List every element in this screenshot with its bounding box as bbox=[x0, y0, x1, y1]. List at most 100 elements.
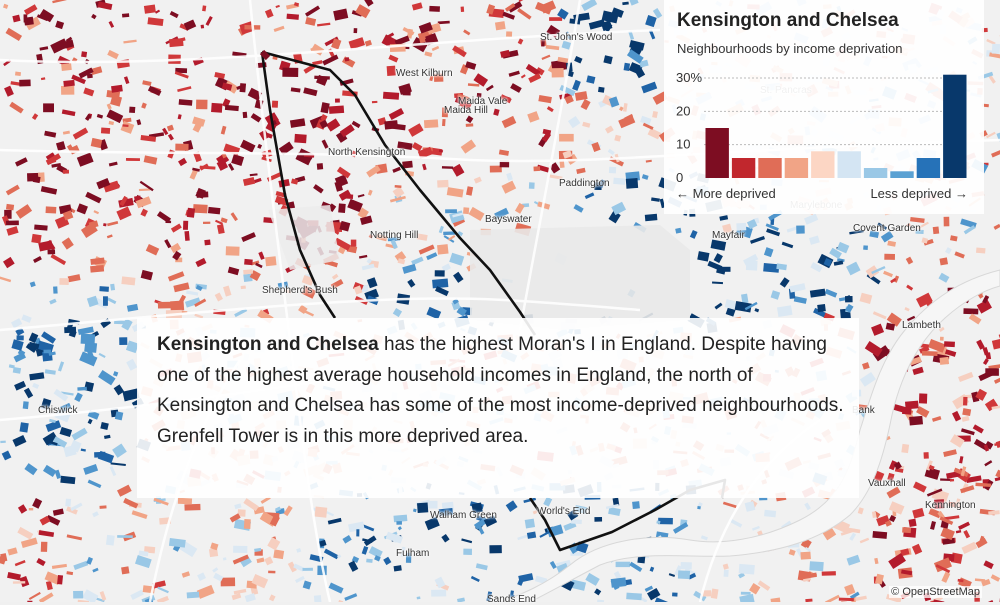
building-block bbox=[243, 112, 248, 118]
building-block bbox=[431, 590, 446, 597]
building-block bbox=[211, 103, 222, 113]
building-block bbox=[944, 341, 955, 347]
description-bold: Kensington and Chelsea bbox=[157, 334, 379, 355]
building-block bbox=[962, 408, 971, 416]
building-block bbox=[429, 6, 440, 12]
building-block bbox=[315, 507, 328, 518]
building-block bbox=[739, 564, 755, 575]
building-block bbox=[933, 227, 939, 235]
building-block bbox=[845, 296, 853, 302]
building-block bbox=[122, 13, 129, 17]
building-block bbox=[226, 246, 240, 255]
building-block bbox=[395, 185, 402, 188]
y-tick-label: 10 bbox=[676, 137, 690, 152]
building-block bbox=[244, 259, 253, 265]
building-block bbox=[950, 479, 954, 482]
building-block bbox=[20, 422, 29, 432]
building-block bbox=[126, 158, 140, 161]
building-block bbox=[103, 296, 108, 306]
building-block bbox=[17, 335, 24, 340]
building-block bbox=[387, 66, 396, 76]
building-block bbox=[329, 105, 344, 113]
y-tick-label: 30% bbox=[676, 70, 702, 85]
building-block bbox=[6, 220, 19, 225]
building-block bbox=[302, 568, 312, 571]
building-block bbox=[445, 209, 457, 213]
building-block bbox=[559, 134, 574, 142]
building-block bbox=[609, 167, 616, 174]
building-block bbox=[489, 545, 501, 553]
place-label: World's End bbox=[537, 506, 590, 517]
building-block bbox=[805, 599, 812, 602]
place-label: St. John's Wood bbox=[540, 32, 612, 43]
building-block bbox=[354, 28, 358, 33]
building-block bbox=[372, 101, 378, 103]
building-block bbox=[924, 452, 929, 459]
building-block bbox=[187, 208, 195, 218]
building-block bbox=[201, 25, 205, 29]
building-block bbox=[61, 86, 74, 95]
building-block bbox=[417, 502, 428, 513]
building-block bbox=[435, 270, 445, 276]
building-block bbox=[59, 278, 68, 285]
building-block bbox=[0, 441, 6, 443]
building-block bbox=[908, 519, 916, 527]
building-block bbox=[43, 103, 54, 112]
building-block bbox=[99, 286, 109, 292]
building-block bbox=[338, 203, 346, 213]
building-block bbox=[196, 100, 207, 110]
building-block bbox=[343, 194, 353, 199]
building-block bbox=[335, 99, 340, 103]
building-block bbox=[616, 562, 631, 567]
building-block bbox=[356, 529, 359, 536]
building-block bbox=[796, 225, 805, 233]
building-block bbox=[909, 416, 923, 426]
building-block bbox=[939, 257, 948, 265]
building-block bbox=[81, 334, 96, 345]
building-block bbox=[919, 393, 927, 403]
building-block bbox=[184, 231, 189, 241]
building-block bbox=[63, 170, 69, 174]
chart-subtitle: Neighbourhoods by income deprivation bbox=[677, 41, 902, 56]
place-label: West Kilburn bbox=[396, 68, 453, 79]
building-block bbox=[183, 221, 188, 230]
building-block bbox=[506, 31, 512, 37]
building-block bbox=[103, 223, 107, 226]
building-block bbox=[611, 577, 627, 587]
building-block bbox=[384, 120, 398, 130]
building-block bbox=[741, 592, 751, 595]
place-label: Walham Green bbox=[430, 510, 497, 521]
building-block bbox=[187, 592, 200, 599]
building-block bbox=[697, 506, 701, 509]
place-label: Covent Garden bbox=[853, 223, 921, 234]
building-block bbox=[90, 265, 104, 273]
building-block bbox=[273, 549, 284, 559]
building-block bbox=[106, 535, 115, 546]
place-label: Chiswick bbox=[38, 405, 77, 416]
building-block bbox=[393, 515, 407, 523]
building-block bbox=[19, 79, 31, 86]
building-block bbox=[41, 542, 48, 552]
building-block bbox=[992, 44, 1000, 54]
building-block bbox=[65, 499, 71, 507]
place-label: Fulham bbox=[396, 548, 429, 559]
building-block bbox=[53, 286, 58, 293]
building-block bbox=[117, 535, 133, 538]
building-block bbox=[6, 204, 14, 210]
y-tick-label: 0 bbox=[676, 170, 683, 185]
building-block bbox=[626, 593, 642, 601]
building-block bbox=[31, 234, 41, 244]
building-block bbox=[976, 247, 986, 253]
building-block bbox=[463, 207, 469, 214]
building-block bbox=[809, 561, 823, 571]
building-block bbox=[110, 284, 115, 291]
building-block bbox=[424, 119, 438, 128]
building-block bbox=[872, 531, 887, 539]
building-block bbox=[366, 559, 373, 563]
building-block bbox=[73, 591, 83, 599]
building-block bbox=[800, 552, 810, 560]
map-attribution[interactable]: © OpenStreetMap bbox=[889, 586, 982, 598]
building-block bbox=[432, 279, 448, 289]
x-axis-label-left: ← More deprived bbox=[676, 186, 776, 201]
